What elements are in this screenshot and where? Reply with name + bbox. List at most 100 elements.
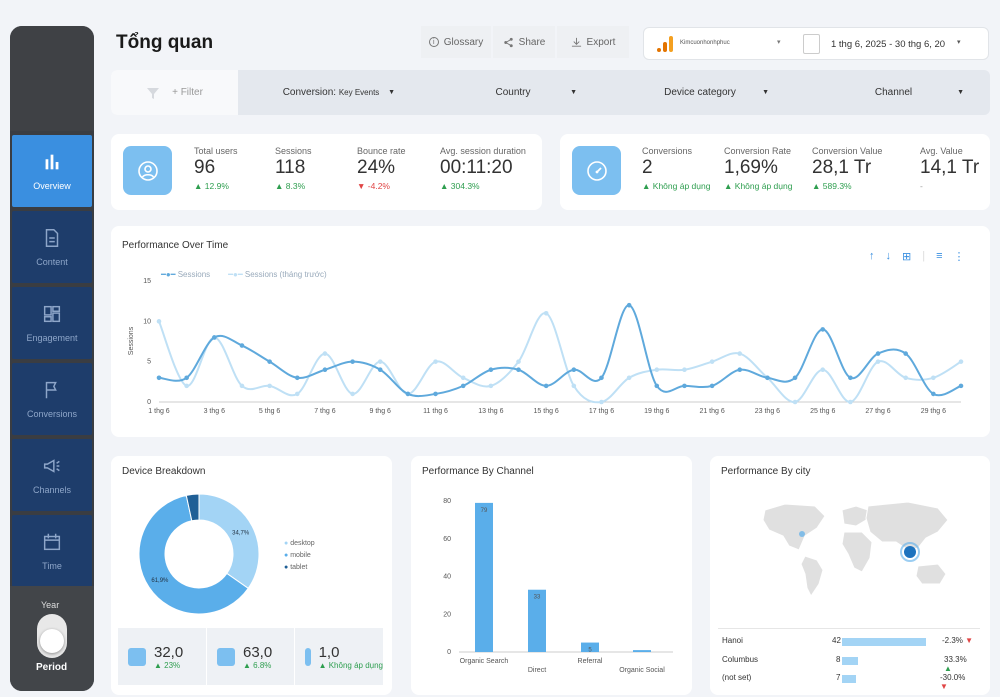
tablet-icon (305, 647, 311, 666)
export-button[interactable]: Export (557, 26, 629, 58)
export-label: Export (586, 36, 616, 48)
australia-shape (915, 563, 947, 585)
sort-descending-icon[interactable]: ↓ (885, 250, 892, 262)
filter-icon[interactable]: ≡ (936, 250, 943, 262)
x-tick-label: 29 thg 6 (921, 408, 946, 415)
chart-title: Performance Over Time (122, 240, 229, 251)
conversion-filter[interactable]: Conversion: Key Events ▼ (241, 70, 421, 115)
data-point (626, 375, 632, 381)
chevron-down-icon[interactable]: ▾ (957, 39, 961, 46)
legend-item[interactable]: ━●━ Sessions (tháng trước) (228, 270, 327, 279)
legend-item[interactable]: ● tablet (284, 564, 308, 571)
performance-over-time-card: Performance Over Time ━●━ Sessions ━●━ S… (111, 226, 990, 437)
calendar-icon (803, 34, 820, 54)
kpi-total-users: Total users 96 ▲ 12.9% (194, 146, 238, 191)
legend-item[interactable]: ━●━ Sessions (161, 270, 211, 279)
chevron-down-icon[interactable]: ▾ (777, 39, 781, 46)
country-filter-label: Country (495, 87, 531, 98)
x-tick-label: 11 thg 6 (423, 408, 448, 415)
toggle-knob[interactable] (40, 629, 64, 653)
donut-chart: 34,7% 61,9% (138, 493, 260, 615)
drill-down-icon[interactable]: ⊞ (902, 251, 912, 263)
map-point-columbus[interactable] (799, 531, 805, 537)
chart-toolbar: ↑ ↓ ⊞ | ≡ ⋮ (869, 250, 965, 263)
data-point (184, 383, 189, 389)
data-point (848, 399, 853, 405)
data-point (294, 391, 300, 397)
document-icon (45, 229, 59, 247)
series-line (158, 304, 962, 398)
data-point (737, 351, 743, 356)
data-point (543, 310, 549, 316)
data-point (156, 375, 162, 381)
data-point (903, 351, 908, 356)
conversion-filter-label: Conversion: (282, 87, 337, 98)
data-point (516, 367, 521, 373)
sidebar-item-conversions[interactable]: Conversions (12, 363, 92, 435)
analytics-logo-icon (657, 36, 673, 52)
glossary-label: Glossary (443, 36, 484, 48)
gauge-icon (572, 146, 621, 195)
period-toggle[interactable] (37, 614, 67, 658)
sidebar-item-label: Time (42, 561, 62, 571)
sidebar-item-time[interactable]: Time (12, 515, 92, 587)
south-america-shape (800, 555, 824, 597)
sidebar-item-label: Engagement (26, 333, 78, 343)
city-bar (842, 675, 856, 683)
data-point (626, 302, 632, 308)
data-point (599, 399, 604, 405)
map-point-hanoi[interactable] (904, 546, 916, 558)
chart-title: Device Breakdown (122, 466, 206, 477)
date-range-picker[interactable]: Kimcuonhonhphuc ▾ 1 thg 6, 2025 - 30 thg… (643, 27, 989, 60)
data-point (239, 343, 245, 348)
device-filter-label: Device category (664, 87, 736, 98)
data-point (322, 351, 328, 356)
performance-by-channel-card: Performance By Channel 0 20 40 60 80 79 Organi… (411, 456, 692, 695)
data-point (322, 367, 328, 373)
data-point (350, 359, 355, 364)
sort-ascending-icon[interactable]: ↑ (869, 250, 875, 262)
data-point (958, 383, 964, 389)
sidebar-item-channels[interactable]: Channels (12, 439, 92, 511)
sidebar-item-overview[interactable]: Overview (12, 135, 92, 207)
data-point (875, 359, 881, 364)
date-range-value[interactable]: 1 thg 6, 2025 - 30 thg 6, 20 (831, 39, 946, 50)
table-row[interactable]: (not set) 7 -30.0% ▼ (722, 673, 966, 691)
sidebar-header (10, 26, 94, 131)
y-tick-label: 60 (443, 536, 451, 543)
x-tick-label: 17 thg 6 (589, 408, 614, 415)
period-label: Period (36, 662, 68, 673)
data-point (599, 375, 604, 381)
line-chart: 0 5 10 15 Sessions 1 thg 6 3 thg 6 5 thg 6 7 thg… (128, 278, 964, 415)
caret-down-icon: ▼ (957, 89, 964, 96)
data-point (571, 383, 577, 389)
x-tick-label: 5 thg 6 (259, 408, 281, 415)
user-icon (123, 146, 172, 195)
property-name[interactable]: Kimcuonhonhphuc (680, 40, 730, 46)
world-map[interactable] (750, 496, 960, 601)
channel-filter[interactable]: Channel ▼ (797, 70, 990, 115)
kpi-card-traffic: Total users 96 ▲ 12.9% Sessions 118 ▲ 8.3% B… (111, 134, 542, 210)
sidebar-item-content[interactable]: Content (12, 211, 92, 283)
x-tick-label: 21 thg 6 (699, 408, 724, 415)
x-tick-label: 25 thg 6 (810, 408, 835, 415)
page-title: Tổng quan (116, 32, 214, 53)
data-point (543, 383, 549, 389)
add-filter-button[interactable]: + Filter (111, 70, 238, 115)
data-point (156, 319, 162, 324)
table-row[interactable]: Hanoi 42 -2.3% ▼ (722, 636, 974, 646)
x-tick-label: 1 thg 6 (148, 408, 170, 415)
x-tick-label: 3 thg 6 (204, 408, 226, 415)
glossary-button[interactable]: i Glossary (421, 26, 491, 58)
more-options-icon[interactable]: ⋮ (953, 251, 965, 263)
legend-item[interactable]: ● mobile (284, 552, 311, 559)
data-point (488, 367, 494, 373)
caret-down-icon: ▼ (388, 89, 395, 96)
device-filter[interactable]: Device category ▼ (605, 70, 795, 115)
share-button[interactable]: Share (493, 26, 555, 58)
desktop-icon (128, 647, 146, 666)
sidebar-item-engagement[interactable]: Engagement (12, 287, 92, 359)
legend-item[interactable]: ● desktop (284, 540, 315, 547)
table-row[interactable]: Columbus 8 33.3% ▲ (722, 655, 967, 673)
country-filter[interactable]: Country ▼ (423, 70, 603, 115)
